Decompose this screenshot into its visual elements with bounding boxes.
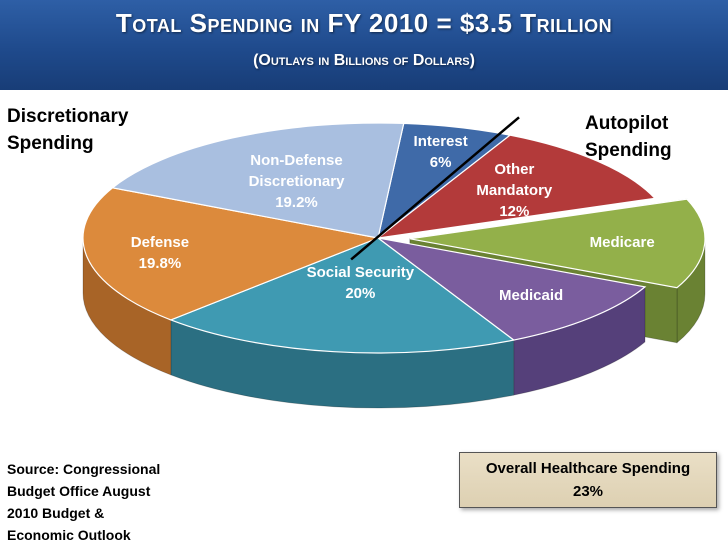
pie-slice-non-defense-discretionary [111, 122, 405, 239]
healthcare-label: Overall Healthcare Spending [485, 460, 691, 477]
slice-label-line: Other [494, 160, 535, 178]
pie-slice-other-mandatory [375, 134, 657, 239]
source-line2: Budget Office August [7, 483, 151, 499]
slice-label-medicare: Medicare [590, 232, 655, 253]
source-line3: 2010 Budget & [7, 505, 105, 521]
pie-slice-medicare [409, 198, 706, 289]
pie-tops [82, 116, 706, 354]
pie-slice-defense [82, 187, 381, 321]
healthcare-value: 23% [572, 483, 604, 500]
slice-label-line: 12% [499, 202, 530, 220]
source-note: Source: Congressional Budget Office Augu… [7, 458, 197, 546]
slice-label-social-security: Social Security 20% [307, 262, 415, 304]
chart-title: Total Spending in FY 2010 = $3.5 Trillio… [115, 8, 613, 38]
group-divider-line [350, 116, 520, 261]
slice-label-line: Non-Defense [250, 152, 343, 170]
slice-label-line: Mandatory [476, 181, 553, 199]
slice-label-line: 19.2% [275, 194, 318, 212]
slice-label-line: Medicaid [499, 286, 564, 304]
slice-label-non-defense-discretionary: Non-Defense Discretionary 19.2% [249, 150, 345, 213]
slice-label-line: Defense [130, 233, 190, 251]
slice-label-line: Social Security [306, 264, 415, 282]
slice-label-line: Discretionary [248, 173, 345, 191]
autopilot-label-line2: Spending [585, 140, 672, 161]
slice-label-line: Interest [413, 132, 468, 150]
discretionary-label-line1: Discretionary [7, 106, 129, 127]
slice-label-line: 20% [345, 285, 376, 303]
healthcare-summary-box: Overall Healthcare Spending 23% [459, 452, 717, 508]
autopilot-spending-label: Autopilot Spending [585, 110, 672, 164]
slice-label-line: Medicare [589, 233, 655, 251]
chart-subtitle: (Outlays in Billions of Dollars) [253, 52, 475, 69]
pie-slice-social-security [169, 237, 516, 354]
slice-label-medicaid: Medicaid [499, 285, 563, 306]
autopilot-label-line1: Autopilot [585, 113, 669, 134]
discretionary-spending-label: Discretionary Spending [7, 103, 128, 157]
discretionary-label-line2: Spending [7, 133, 94, 154]
title-banner: Total Spending in FY 2010 = $3.5 Trillio… [0, 0, 728, 90]
slice-label-line: 6% [429, 153, 452, 171]
slice-label-interest: Interest 6% [414, 131, 468, 173]
slice-label-defense: Defense 19.8% [131, 232, 189, 274]
source-line4: Economic Outlook [7, 527, 131, 543]
source-line1: Source: Congressional [7, 461, 161, 477]
slice-label-other-mandatory: Other Mandatory 12% [476, 159, 552, 222]
slice-label-line: 19.8% [138, 254, 182, 272]
pie-slice-medicaid [377, 237, 647, 341]
